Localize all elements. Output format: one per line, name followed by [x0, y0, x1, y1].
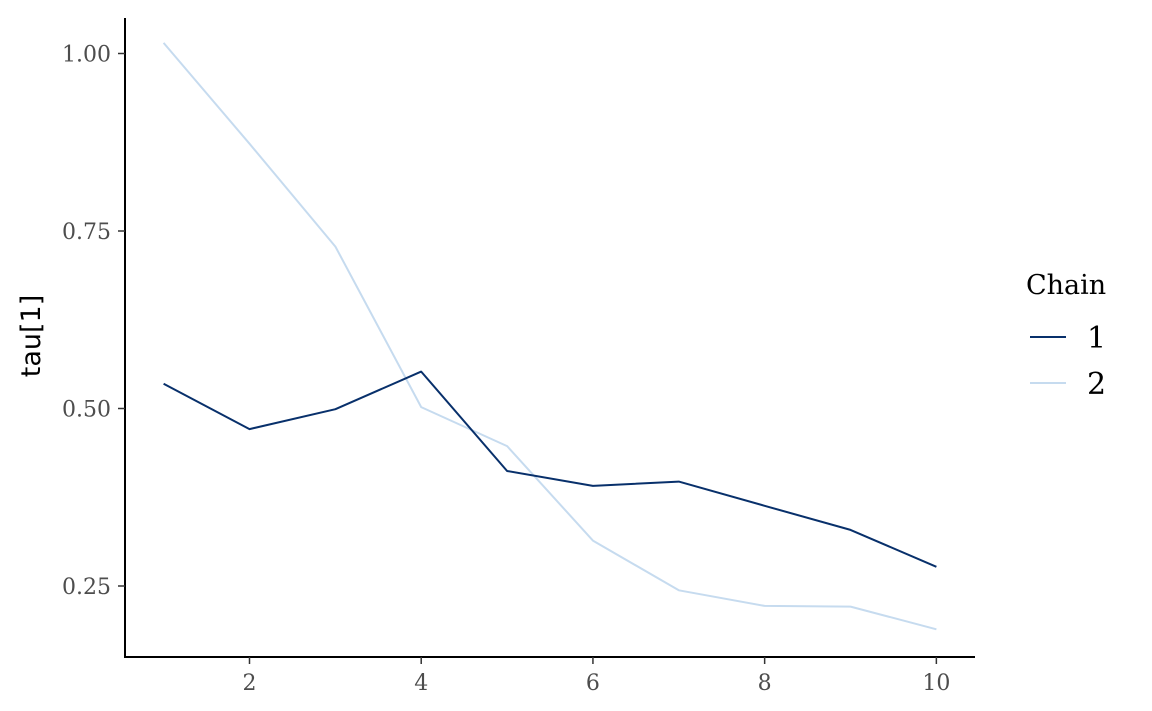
- x-tick-label: 6: [586, 671, 600, 696]
- x-tick-label: 10: [922, 671, 950, 696]
- legend-label-chain-1: 1: [1087, 321, 1106, 356]
- y-tick-label: 0.50: [62, 398, 111, 423]
- series-lines: [162, 42, 937, 631]
- x-tick-label: 8: [758, 671, 772, 696]
- x-tick-label: 4: [414, 671, 428, 696]
- y-axis-title: tau[1]: [16, 295, 47, 378]
- x-tick-label: 2: [242, 671, 256, 696]
- legend-label-chain-2: 2: [1087, 367, 1106, 402]
- legend-items: 12: [1030, 321, 1106, 402]
- series-line-chain-1: [163, 370, 937, 568]
- y-tick-label: 0.25: [62, 575, 111, 600]
- x-axis-ticks: 2 4 6 8 10: [242, 657, 950, 696]
- plot-area: 0.25 0.50 0.75 1.00 2 4 6 8 10: [62, 18, 975, 696]
- y-axis-ticks: 0.25 0.50 0.75 1.00: [62, 43, 125, 600]
- series-line-chain-2: [162, 42, 937, 631]
- legend-title: Chain: [1026, 270, 1106, 301]
- y-tick-label: 1.00: [62, 43, 111, 68]
- y-tick-label: 0.75: [62, 220, 111, 245]
- legend: Chain 12: [1026, 270, 1106, 402]
